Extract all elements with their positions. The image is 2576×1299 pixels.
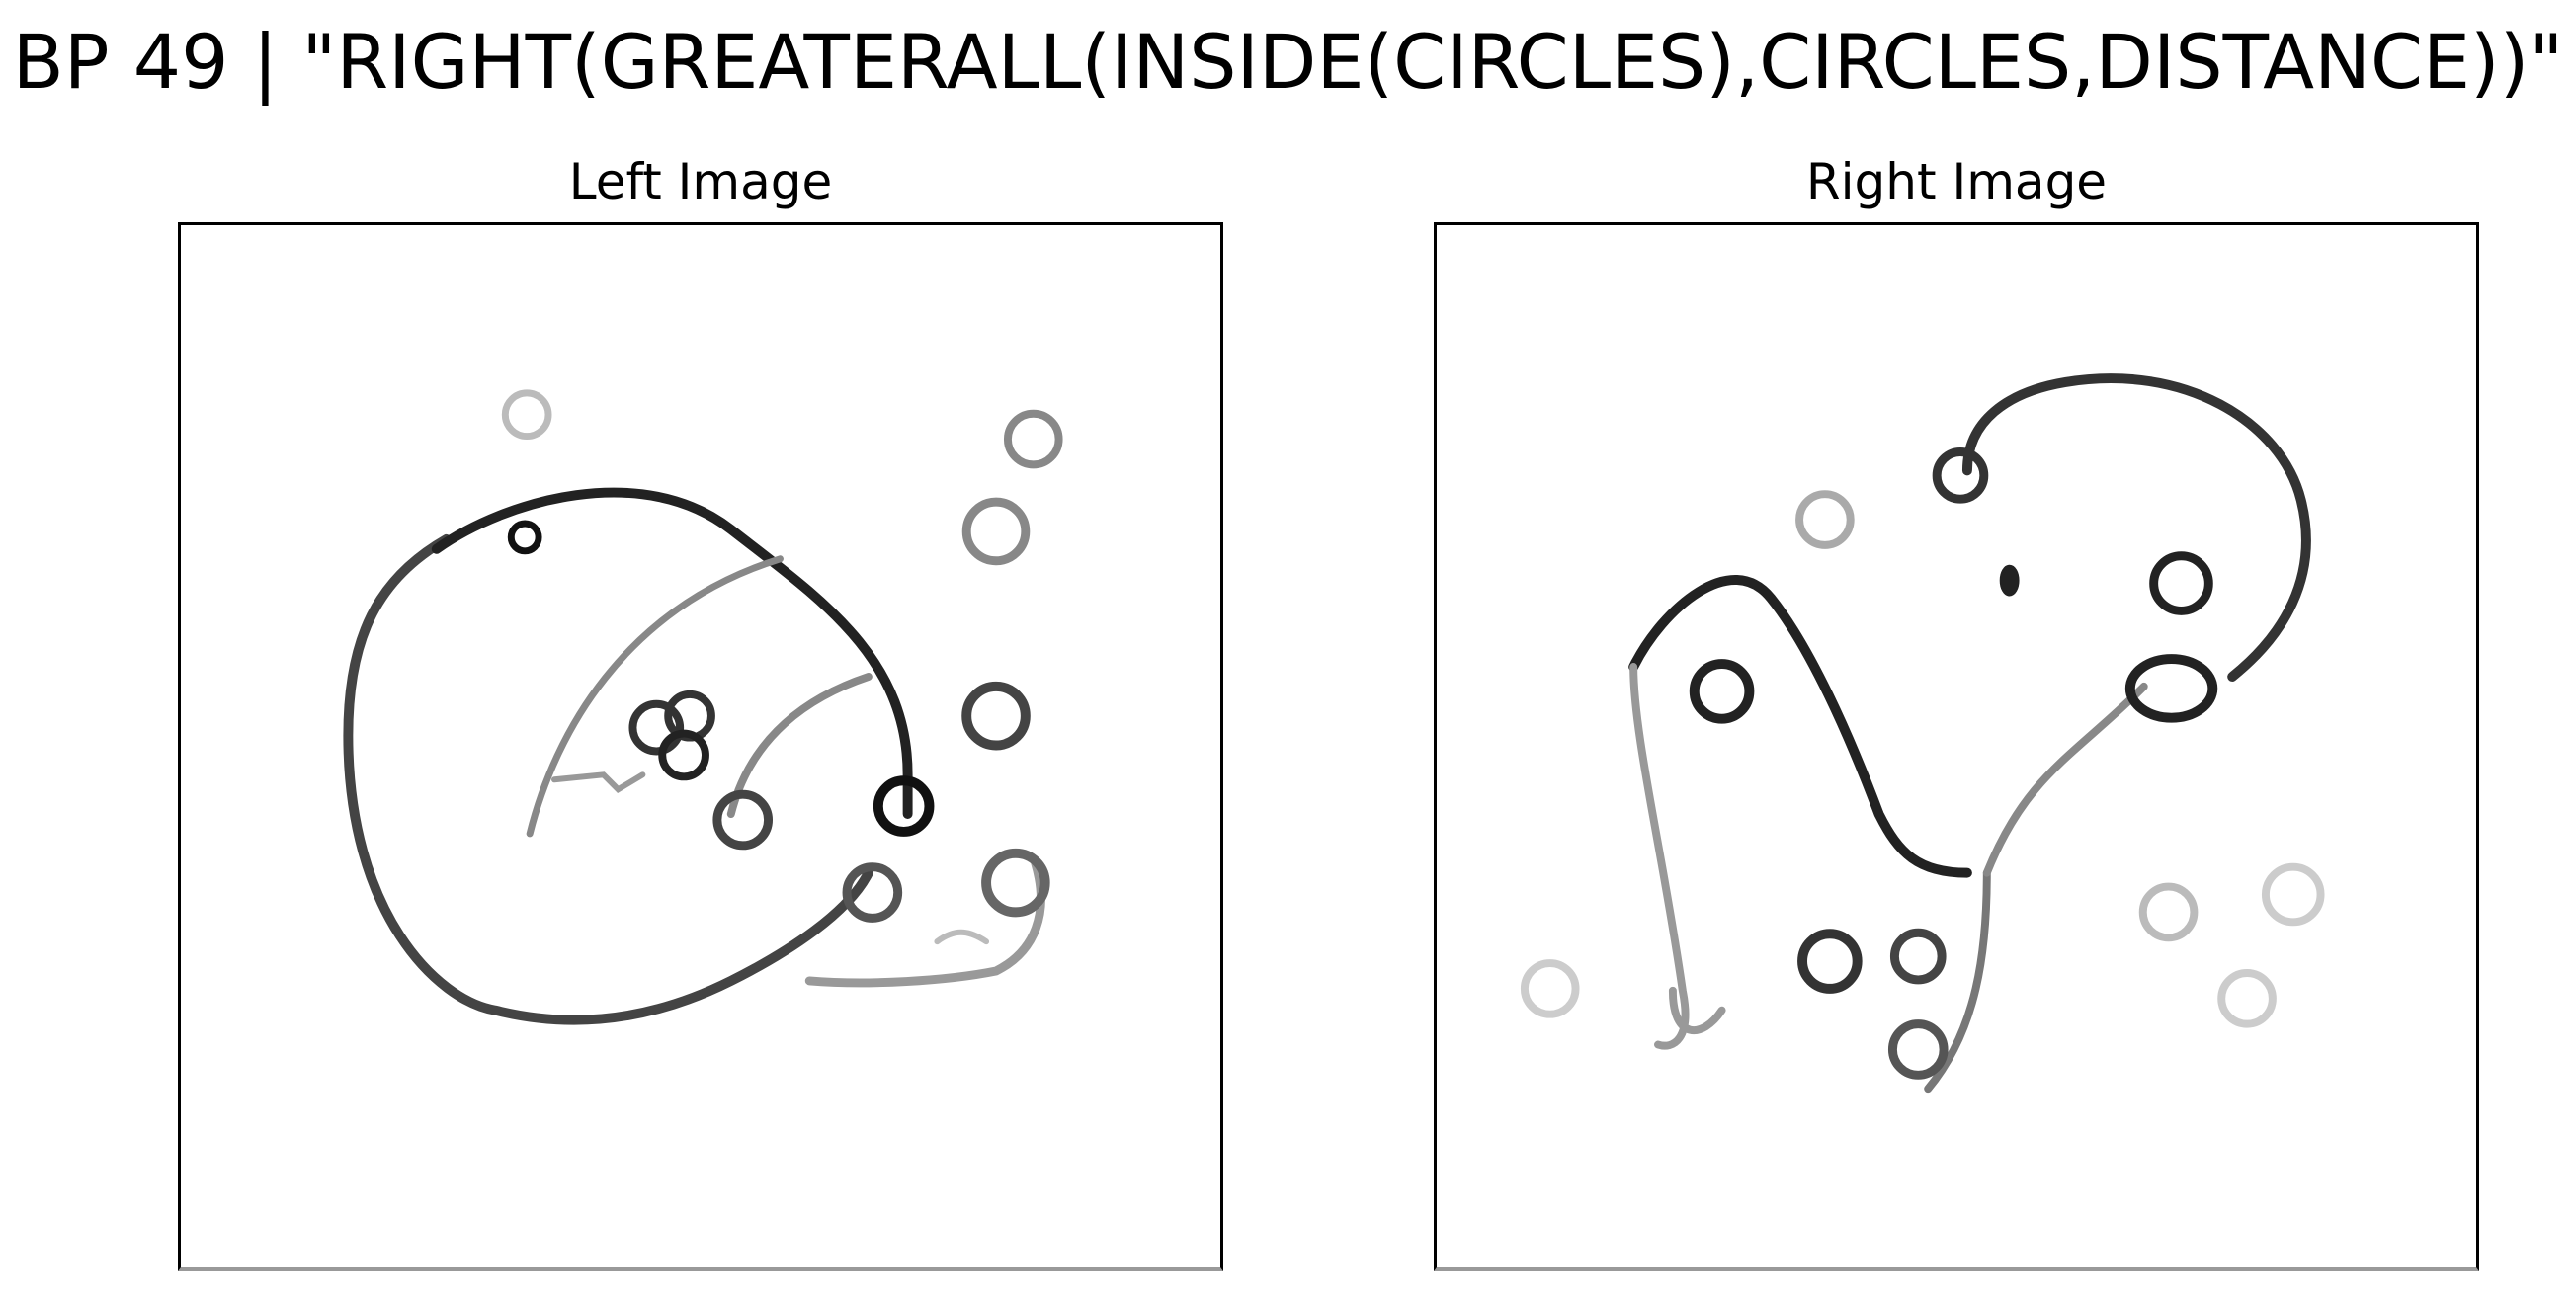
circle bbox=[961, 681, 1031, 751]
circle bbox=[1795, 490, 1855, 549]
circle bbox=[501, 389, 552, 441]
tilde-mark bbox=[934, 929, 990, 945]
circle bbox=[1797, 929, 1863, 994]
large-loop-curve bbox=[343, 533, 873, 1025]
circle bbox=[1887, 1019, 1949, 1080]
left-image-panel bbox=[178, 222, 1223, 1271]
circle bbox=[981, 848, 1050, 918]
right-image-drawing bbox=[1520, 373, 2325, 1094]
left-descender-curve bbox=[1629, 663, 1690, 1050]
circle bbox=[628, 699, 685, 756]
circle bbox=[2261, 862, 2325, 927]
circle bbox=[2138, 882, 2199, 942]
circle bbox=[1889, 928, 1947, 985]
middle-connector-curve bbox=[1924, 868, 1991, 1094]
left-panel-title: Left Image bbox=[568, 153, 833, 210]
thin-inner-arc bbox=[526, 555, 784, 838]
left-image-drawing bbox=[343, 389, 1063, 1025]
circle bbox=[2124, 654, 2218, 723]
circle bbox=[1932, 447, 1989, 504]
bottom-hook-curve bbox=[1668, 986, 1726, 1034]
circle bbox=[1689, 659, 1755, 724]
large-loop-top-curve bbox=[431, 487, 913, 820]
right-connector-curve bbox=[1982, 682, 2148, 877]
circle bbox=[873, 775, 935, 837]
bottom-right-bracket bbox=[804, 858, 1045, 988]
circle bbox=[1520, 959, 1580, 1018]
small-zigzag bbox=[551, 771, 646, 793]
circle bbox=[842, 862, 903, 923]
dot bbox=[1999, 564, 2020, 597]
circle bbox=[1003, 409, 1063, 469]
circle bbox=[507, 520, 542, 555]
figure-title: BP 49 | "RIGHT(GREATERALL(INSIDE(CIRCLES… bbox=[12, 18, 2564, 106]
circle bbox=[961, 497, 1031, 566]
right-image-panel bbox=[1434, 222, 2479, 1271]
circle bbox=[712, 789, 774, 851]
top-arch-curve bbox=[1961, 373, 2311, 682]
left-hook-curve bbox=[1628, 575, 1972, 878]
right-panel-title: Right Image bbox=[1805, 153, 2108, 210]
circle bbox=[658, 729, 709, 781]
hook-curve bbox=[726, 672, 873, 819]
circle bbox=[2217, 969, 2277, 1028]
circle bbox=[2149, 551, 2213, 615]
